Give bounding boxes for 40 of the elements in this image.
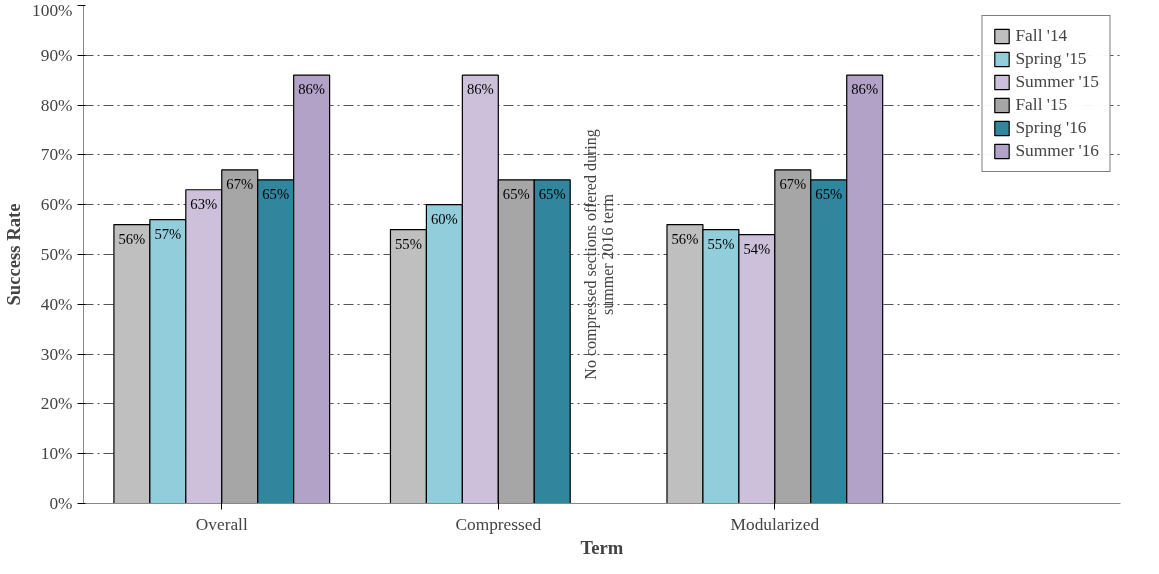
x-tick-label: Compressed bbox=[455, 514, 542, 534]
data-label: 65% bbox=[815, 185, 843, 202]
data-label: 63% bbox=[190, 195, 218, 212]
x-tick-label: Overall bbox=[195, 514, 248, 534]
y-tick-label: 60% bbox=[40, 195, 73, 215]
legend-label: Summer '16 bbox=[1015, 141, 1099, 161]
y-tick-label: 80% bbox=[40, 95, 73, 115]
legend-label: Spring '16 bbox=[1015, 118, 1087, 138]
data-label: 67% bbox=[226, 175, 254, 192]
data-label: 60% bbox=[430, 210, 458, 227]
data-label: 57% bbox=[154, 225, 182, 242]
y-tick-label: 0% bbox=[49, 494, 73, 513]
data-label: 67% bbox=[779, 175, 807, 192]
legend-label: Summer '15 bbox=[1015, 72, 1099, 92]
y-axis-title: Success Rate bbox=[3, 203, 25, 306]
x-axis-title: Term bbox=[580, 536, 624, 558]
y-tick-label: 20% bbox=[40, 394, 73, 414]
x-tick-label: Modularized bbox=[730, 514, 820, 534]
y-tick-label: 10% bbox=[40, 444, 73, 464]
data-label: 55% bbox=[707, 235, 735, 252]
y-tick-label: 70% bbox=[40, 145, 73, 165]
data-label: 55% bbox=[394, 235, 422, 252]
data-label: 65% bbox=[502, 185, 530, 202]
data-label: 65% bbox=[262, 185, 290, 202]
y-tick-label: 30% bbox=[40, 344, 73, 364]
y-tick-label: 40% bbox=[40, 294, 73, 314]
data-label: 86% bbox=[466, 81, 494, 98]
y-tick-label: 90% bbox=[40, 45, 73, 65]
legend-label: Spring '15 bbox=[1015, 49, 1087, 69]
legend-label: Fall '14 bbox=[1015, 26, 1068, 46]
data-label: 86% bbox=[298, 81, 326, 98]
annotation: No compressed sections offered during summer 2016 term bbox=[582, 129, 617, 380]
data-label: 56% bbox=[118, 230, 146, 247]
data-label: 86% bbox=[851, 81, 879, 98]
data-label: 54% bbox=[743, 240, 771, 257]
data-label: 65% bbox=[538, 185, 566, 202]
y-tick-label: 100% bbox=[32, 0, 73, 20]
data-label: 56% bbox=[671, 230, 699, 247]
y-tick-label: 50% bbox=[40, 245, 73, 264]
legend-label: Fall '15 bbox=[1015, 95, 1068, 115]
